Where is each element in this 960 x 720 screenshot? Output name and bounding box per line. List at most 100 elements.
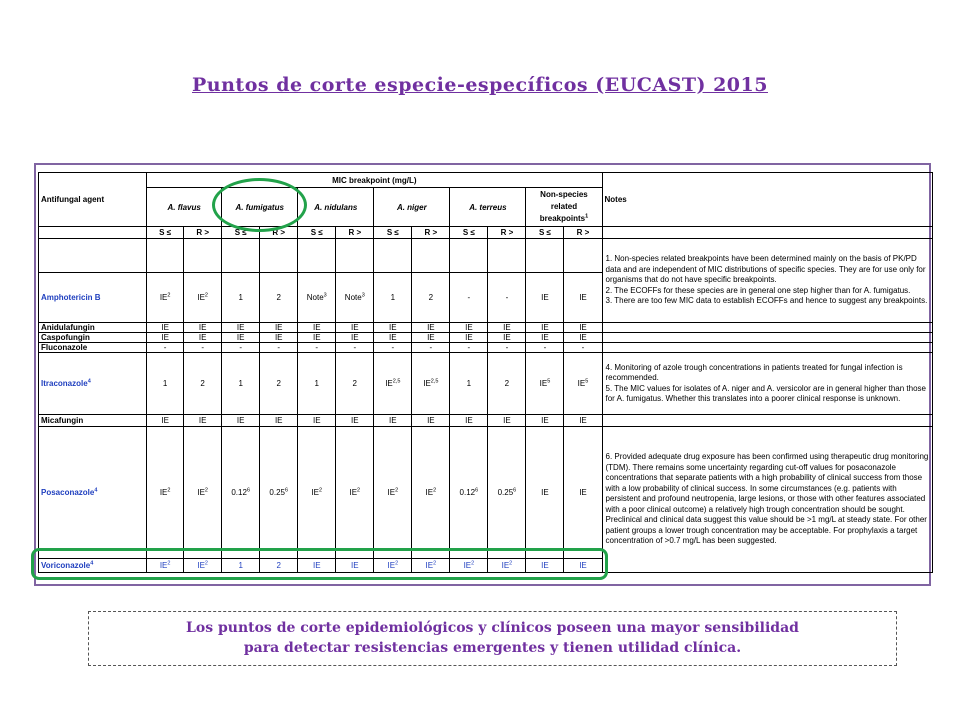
mic-cell: IE	[487, 322, 527, 333]
mic-cell: IE5	[563, 352, 603, 415]
mic-cell: -	[221, 342, 261, 353]
blank-cell	[601, 226, 933, 239]
mic-cell: IE	[259, 414, 299, 427]
mic-cell: 1	[221, 272, 261, 323]
notes-cell-empty	[601, 414, 933, 427]
mic-cell: IE2	[297, 426, 337, 559]
species-flavus: A. flavus	[146, 187, 223, 227]
mic-cell: IE2	[411, 426, 451, 559]
table-row: 1. Non-species related breakpoints have …	[37, 238, 933, 323]
mic-cell: -	[146, 342, 185, 353]
table-row: Fluconazole - - - - - - - - - - - -	[37, 342, 933, 353]
mic-cell: IE	[373, 332, 413, 343]
species-terreus: A. terreus	[449, 187, 527, 227]
mic-cell: IE	[449, 322, 489, 333]
mic-cell: IE	[373, 322, 413, 333]
mic-cell: IE	[487, 414, 527, 427]
species-nidulans: A. nidulans	[297, 187, 375, 227]
mic-cell: 2	[411, 272, 451, 323]
r-label: R >	[411, 226, 451, 239]
mic-cell: IE2	[146, 426, 185, 559]
agent-name-anidulafungin: Anidulafungin	[37, 322, 148, 333]
mic-cell: 1	[221, 352, 261, 415]
mic-cell: IE2	[449, 558, 489, 573]
mic-cell: -	[335, 342, 375, 353]
agent-name-micafungin: Micafungin	[37, 414, 148, 427]
mic-cell: IE2	[373, 426, 413, 559]
mic-cell: IE	[411, 322, 451, 333]
mic-cell: IE	[297, 332, 337, 343]
mic-cell: IE	[335, 332, 375, 343]
mic-cell: 1	[297, 352, 337, 415]
mic-cell: IE	[411, 414, 451, 427]
mic-cell: IE5	[525, 352, 565, 415]
mic-cell: IE2	[146, 558, 185, 573]
note-5: 5. The MIC values for isolates of A. nig…	[605, 383, 926, 404]
s-label: S ≤	[146, 226, 185, 239]
mic-breakpoint-table: Antifungal agent MIC breakpoint (mg/L) N…	[37, 172, 933, 573]
mic-cell: 0.126	[221, 426, 261, 559]
mic-cell: IE	[525, 332, 565, 343]
mic-cell: -	[373, 342, 413, 353]
mic-cell: IE	[563, 272, 603, 323]
mic-cell: IE2	[183, 272, 223, 323]
notes-cell-empty	[601, 322, 933, 333]
agent-name-itraconazole: Itraconazole4	[37, 352, 148, 415]
mic-cell: -	[525, 342, 565, 353]
s-label: S ≤	[373, 226, 413, 239]
mic-header: MIC breakpoint (mg/L)	[146, 172, 603, 188]
mic-cell: -	[563, 342, 603, 353]
mic-cell: IE2	[373, 558, 413, 573]
mic-cell: IE	[259, 332, 299, 343]
mic-cell: IE2	[335, 426, 375, 559]
mic-cell: IE2,5	[373, 352, 413, 415]
mic-cell: IE	[183, 322, 223, 333]
s-label: S ≤	[297, 226, 337, 239]
table-row: Caspofungin IE IE IE IE IE IE IE IE IE IE IE IE	[37, 332, 933, 343]
mic-cell: 2	[259, 352, 299, 415]
mic-cell: 0.256	[259, 426, 299, 559]
r-label: R >	[335, 226, 375, 239]
notes-cell-posaconazole: 6. Provided adequate drug exposure has b…	[601, 426, 933, 573]
mic-cell: IE	[449, 332, 489, 343]
note-3: 3. There are too few MIC data to establi…	[605, 296, 928, 306]
notes-cell-empty	[601, 342, 933, 353]
mic-cell: 0.126	[449, 426, 489, 559]
mic-cell: 1	[221, 558, 261, 573]
mic-cell: IE2,5	[411, 352, 451, 415]
mic-cell: IE	[297, 322, 337, 333]
r-label: R >	[487, 226, 527, 239]
mic-cell: 2	[259, 558, 299, 573]
mic-cell: -	[449, 342, 489, 353]
species-niger: A. niger	[373, 187, 451, 227]
table-row: Voriconazole4 IE2 IE2 1 2 IE IE IE2 IE2 IE2 IE2 IE I…	[37, 558, 933, 573]
mic-cell: -	[259, 342, 299, 353]
voriconazole-highlight-box	[31, 548, 608, 580]
sr-row: S ≤ R > S ≤ R > S ≤ R > S ≤ R > S ≤ R > …	[37, 226, 933, 239]
agent-name-amphotericin: Amphotericin B	[37, 272, 148, 323]
mic-cell: IE	[525, 322, 565, 333]
fumigatus-highlight-oval	[212, 178, 307, 232]
mic-cell: IE	[525, 426, 565, 559]
agent-header: Antifungal agent	[37, 172, 148, 227]
mic-cell: IE	[563, 558, 603, 573]
table-row: Amphotericin B IE2 IE2 1 2 Note3 Note3 1 2- - IE IE	[37, 272, 933, 323]
s-label: S ≤	[525, 226, 565, 239]
mic-cell: IE	[146, 322, 185, 333]
mic-cell: IE	[146, 332, 185, 343]
s-label: S ≤	[449, 226, 489, 239]
mic-cell: IE	[411, 332, 451, 343]
mic-cell: IE	[373, 414, 413, 427]
mic-cell: IE2	[146, 272, 185, 323]
mic-cell: 0.256	[487, 426, 527, 559]
mic-cell: IE	[221, 332, 261, 343]
agent-name-voriconazole: Voriconazole4	[37, 558, 148, 573]
mic-cell: IE	[183, 414, 223, 427]
mic-cell: 2	[335, 352, 375, 415]
note-6: 6. Provided adequate drug exposure has b…	[605, 452, 929, 546]
footer-note-box: Los puntos de corte epidemiológicos y cl…	[88, 611, 897, 666]
mic-cell: -	[487, 342, 527, 353]
mic-cell: 2	[259, 272, 299, 323]
note-1: 1. Non-species related breakpoints have …	[605, 254, 926, 285]
note-2: 2. The ECOFFs for these species are in g…	[605, 285, 911, 295]
